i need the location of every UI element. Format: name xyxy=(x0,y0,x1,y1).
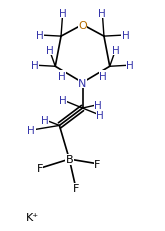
Text: H: H xyxy=(28,125,35,136)
Text: H: H xyxy=(41,115,48,125)
Text: H: H xyxy=(46,46,53,56)
Text: H: H xyxy=(94,100,102,110)
Text: K⁺: K⁺ xyxy=(26,212,39,222)
Text: N: N xyxy=(78,78,87,88)
Text: H: H xyxy=(59,95,66,106)
Text: F: F xyxy=(36,164,43,174)
Text: H: H xyxy=(96,110,104,121)
Text: H: H xyxy=(99,9,106,19)
Text: H: H xyxy=(36,31,43,41)
Text: H: H xyxy=(58,71,66,81)
Text: H: H xyxy=(99,71,107,81)
Text: H: H xyxy=(59,9,66,19)
Text: H: H xyxy=(31,61,38,71)
Text: H: H xyxy=(122,31,129,41)
Text: B: B xyxy=(66,154,73,164)
Text: H: H xyxy=(112,46,119,56)
Text: F: F xyxy=(73,183,79,193)
Text: F: F xyxy=(94,159,100,169)
Text: O: O xyxy=(78,20,87,30)
Text: H: H xyxy=(127,61,134,71)
